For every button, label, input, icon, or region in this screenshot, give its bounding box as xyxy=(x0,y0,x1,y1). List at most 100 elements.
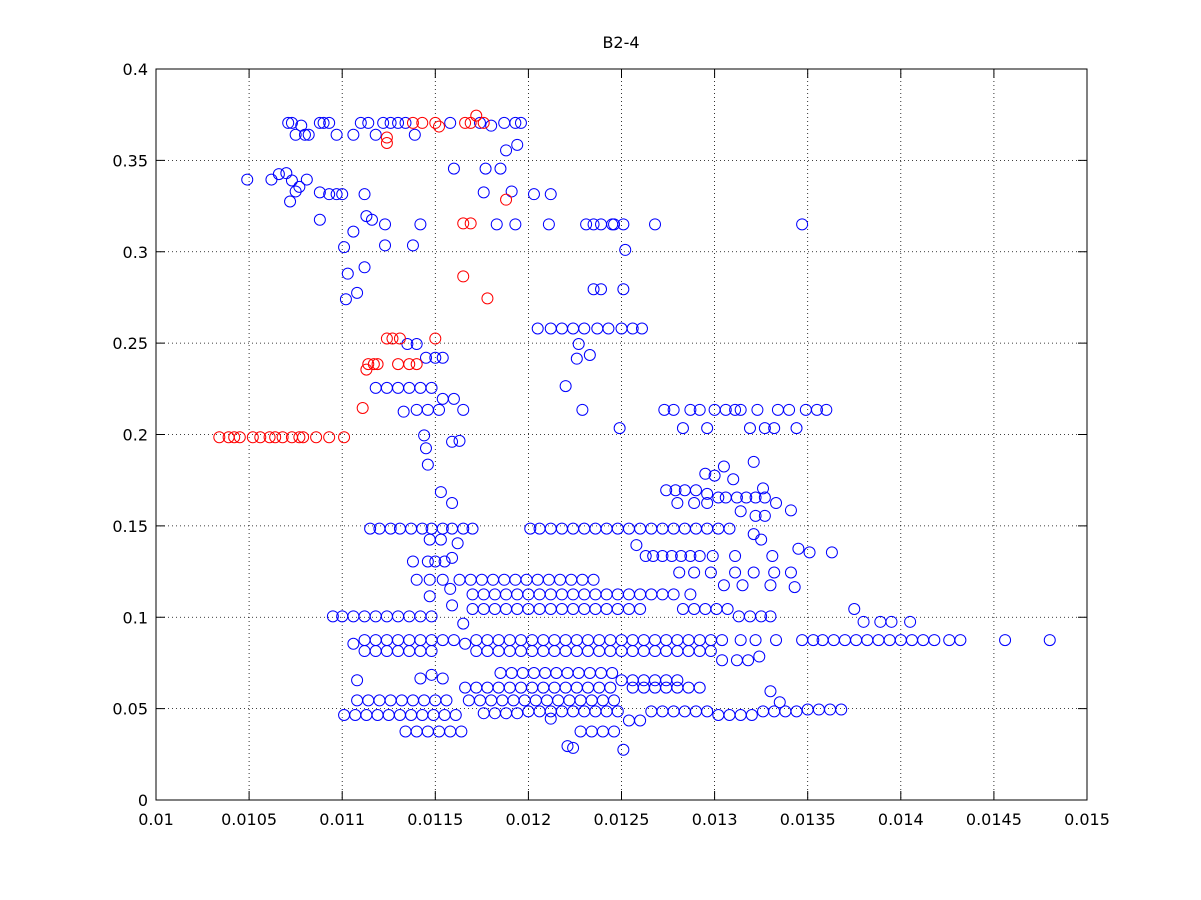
blue-data-point xyxy=(807,634,820,647)
blue-data-point xyxy=(358,188,371,201)
blue-data-point xyxy=(811,403,824,416)
red-data-point xyxy=(263,431,276,444)
blue-data-point xyxy=(490,218,503,231)
red-data-point xyxy=(310,431,323,444)
blue-data-point xyxy=(749,491,762,504)
blue-data-point xyxy=(293,180,306,193)
blue-data-point xyxy=(764,685,777,698)
blue-data-point xyxy=(418,429,431,442)
blue-data-point xyxy=(364,522,377,535)
blue-data-point xyxy=(587,218,600,231)
blue-data-point xyxy=(766,550,779,563)
blue-data-point xyxy=(416,522,429,535)
red-data-point xyxy=(276,431,289,444)
blue-data-point xyxy=(440,694,453,707)
red-data-point xyxy=(457,270,470,283)
blue-data-point xyxy=(708,469,721,482)
chart-title: B2-4 xyxy=(602,33,639,52)
red-data-point xyxy=(380,137,393,150)
x-tick-label: 0.015 xyxy=(1064,810,1110,829)
blue-data-point xyxy=(570,352,583,365)
blue-data-point xyxy=(578,322,591,335)
blue-data-point xyxy=(326,610,339,623)
blue-data-point xyxy=(792,542,805,555)
blue-data-point xyxy=(649,218,662,231)
blue-data-point xyxy=(689,484,702,497)
blue-data-point xyxy=(788,581,801,594)
blue-data-point xyxy=(904,615,917,628)
red-data-point xyxy=(459,116,472,129)
blue-data-point xyxy=(768,566,781,579)
blue-data-point xyxy=(494,162,507,175)
blue-data-point xyxy=(429,351,442,364)
blue-data-point xyxy=(509,116,522,129)
red-data-point xyxy=(481,292,494,305)
blue-data-point xyxy=(414,672,427,685)
y-tick-label: 0.25 xyxy=(112,334,148,353)
blue-data-point xyxy=(323,188,336,201)
blue-data-point xyxy=(730,491,743,504)
blue-data-point xyxy=(339,293,352,306)
blue-data-point xyxy=(433,403,446,416)
blue-data-point xyxy=(421,458,434,471)
blue-data-point xyxy=(617,283,630,296)
red-data-point xyxy=(293,431,306,444)
red-data-point xyxy=(403,358,416,371)
red-data-point xyxy=(416,116,429,129)
blue-data-point xyxy=(758,422,771,435)
blue-data-point xyxy=(561,740,574,753)
blue-data-point xyxy=(758,509,771,522)
blue-data-point xyxy=(347,225,360,238)
blue-data-point xyxy=(323,116,336,129)
blue-data-point xyxy=(784,504,797,517)
blue-data-point xyxy=(410,338,423,351)
blue-data-point xyxy=(721,603,734,616)
blue-data-point xyxy=(658,403,671,416)
blue-data-point xyxy=(360,210,373,223)
blue-data-point xyxy=(377,116,390,129)
blue-data-point xyxy=(770,634,783,647)
blue-data-point xyxy=(576,403,589,416)
blue-data-point xyxy=(317,116,330,129)
blue-data-point xyxy=(449,709,462,722)
red-data-point xyxy=(356,402,369,415)
blue-data-point xyxy=(289,128,302,141)
blue-data-point xyxy=(587,283,600,296)
blue-data-point xyxy=(693,403,706,416)
blue-data-point xyxy=(676,422,689,435)
blue-data-point xyxy=(438,555,451,568)
x-tick-label: 0.0145 xyxy=(966,810,1022,829)
blue-data-point xyxy=(384,522,397,535)
red-data-point xyxy=(254,431,267,444)
blue-data-point xyxy=(626,322,639,335)
blue-data-point xyxy=(693,681,706,694)
blue-data-point xyxy=(1043,634,1056,647)
blue-data-point xyxy=(347,637,360,650)
blue-data-point xyxy=(712,491,725,504)
blue-data-point xyxy=(485,119,498,132)
blue-data-point xyxy=(660,484,673,497)
blue-data-point xyxy=(704,645,717,658)
blue-data-point xyxy=(999,634,1012,647)
red-data-point xyxy=(362,358,375,371)
blue-data-point xyxy=(706,550,719,563)
red-data-point xyxy=(470,109,483,122)
blue-data-point xyxy=(734,505,747,518)
blue-data-point xyxy=(384,116,397,129)
blue-data-point xyxy=(336,188,349,201)
blue-data-point xyxy=(351,286,364,299)
blue-data-point xyxy=(749,634,762,647)
blue-data-point xyxy=(477,186,490,199)
blue-data-point xyxy=(758,491,771,504)
blue-data-point xyxy=(753,650,766,663)
blue-data-point xyxy=(701,487,714,500)
blue-data-point xyxy=(410,573,423,586)
blue-data-point xyxy=(848,603,861,616)
blue-data-point xyxy=(446,551,459,564)
blue-data-point xyxy=(425,610,438,623)
blue-data-point xyxy=(282,116,295,129)
blue-data-point xyxy=(796,218,809,231)
red-data-point xyxy=(380,131,393,144)
blue-data-point xyxy=(729,550,742,563)
blue-data-point xyxy=(330,128,343,141)
